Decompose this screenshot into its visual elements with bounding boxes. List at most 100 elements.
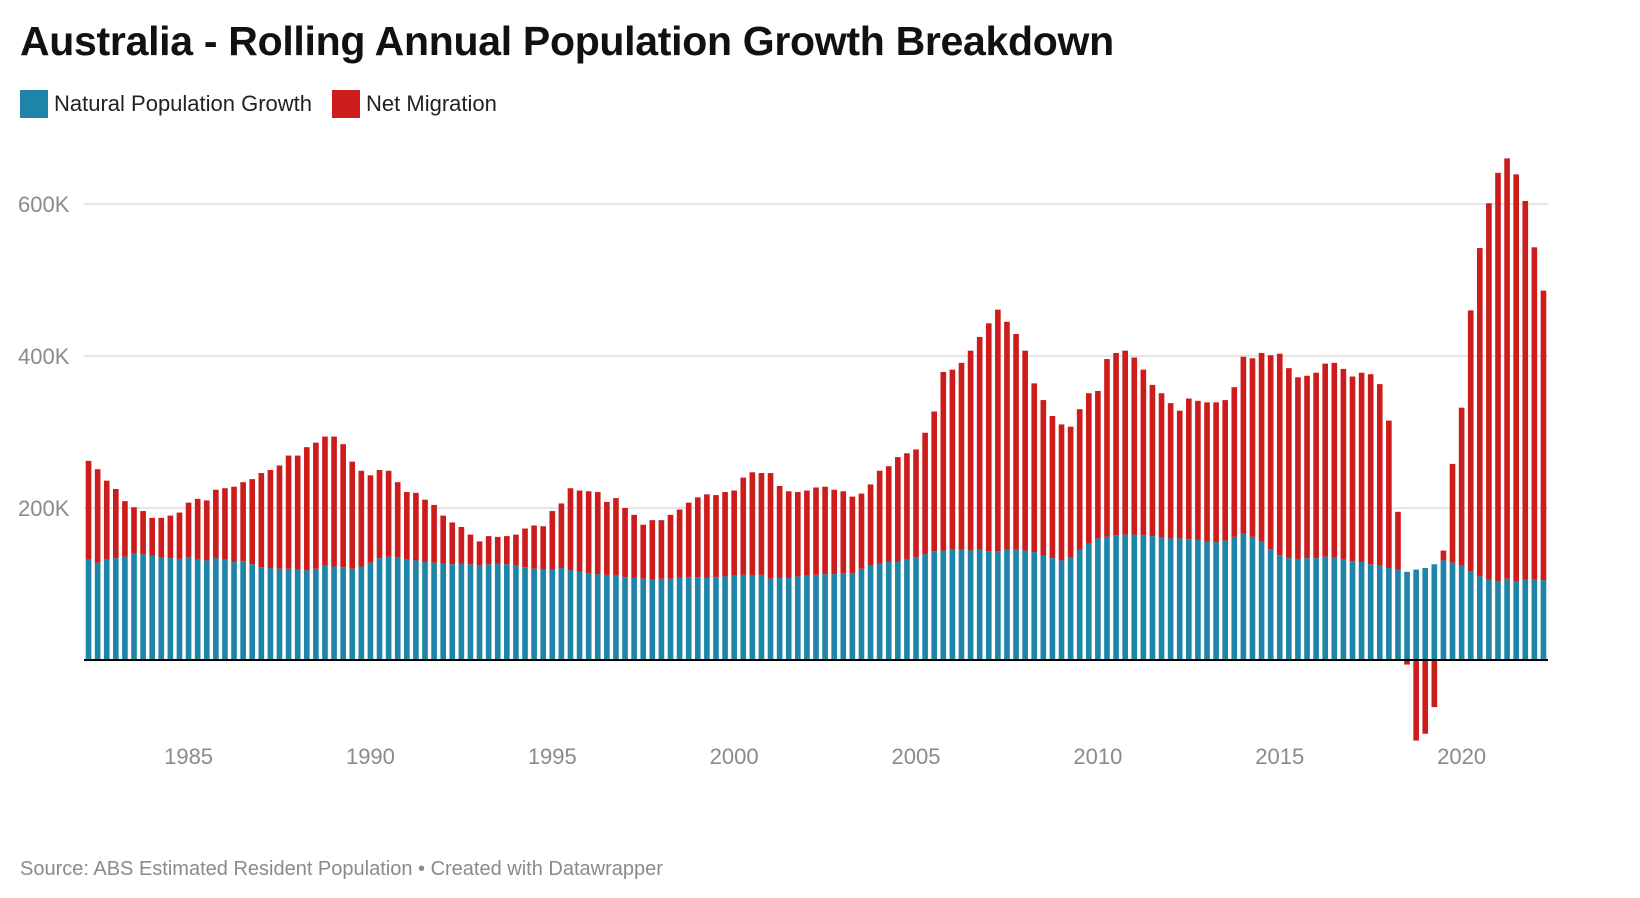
bar-migration <box>1340 368 1347 559</box>
bar-migration <box>1122 350 1128 535</box>
y-tick-label: 400K <box>18 344 70 369</box>
bar-migration <box>1376 384 1383 566</box>
bar-migration <box>322 436 328 566</box>
chart-title: Australia - Rolling Annual Population Gr… <box>20 18 1114 64</box>
bar-natural <box>1095 538 1101 660</box>
bar-migration <box>422 499 428 562</box>
axes: 1985 1990 1995 2000 2005 2010 2015 2020 <box>84 659 1548 769</box>
bar-natural <box>94 562 101 660</box>
bar-migration <box>1449 463 1456 563</box>
bar-migration <box>867 484 874 566</box>
bar-migration <box>976 337 983 550</box>
bar-natural <box>540 569 547 660</box>
bar-migration <box>1276 353 1283 556</box>
bar-natural <box>1031 552 1038 660</box>
bar-natural <box>667 578 674 660</box>
bar-natural <box>749 575 756 660</box>
bar-migration <box>213 489 219 559</box>
bar-natural <box>804 575 810 660</box>
bar-migration <box>1258 352 1265 542</box>
bar-migration <box>1186 398 1192 540</box>
bar-natural <box>1395 569 1401 660</box>
bar-migration <box>1140 369 1147 536</box>
bar-migration <box>694 497 701 578</box>
bar-natural <box>958 549 965 660</box>
bar-migration <box>449 522 456 565</box>
bar-natural <box>1349 561 1356 660</box>
bar-migration <box>1204 402 1210 542</box>
bar-migration <box>1349 376 1356 562</box>
bar-natural <box>640 578 647 660</box>
bar-natural <box>1486 579 1492 660</box>
bar-migration <box>776 485 783 578</box>
legend-item-natural: Natural Population Growth <box>20 90 312 118</box>
bar-natural <box>676 577 683 660</box>
bar-migration <box>794 492 801 577</box>
bar-migration <box>1467 310 1474 572</box>
bar-migration <box>631 514 637 578</box>
bar-migration <box>458 527 465 564</box>
bar-migration <box>985 323 992 552</box>
bar-natural <box>303 570 310 660</box>
bar-natural <box>1076 549 1083 660</box>
bar-natural <box>895 561 901 660</box>
bar-natural <box>1213 542 1219 660</box>
bar-migration <box>1413 660 1419 741</box>
bar-migration <box>167 515 174 559</box>
bar-migration <box>1031 383 1038 553</box>
bar-natural <box>1122 534 1128 660</box>
bar-natural <box>1131 534 1138 660</box>
bar-migration <box>140 511 146 555</box>
bar-migration <box>385 470 392 557</box>
x-tick-label: 2000 <box>710 744 759 769</box>
bar-natural <box>449 564 456 660</box>
bar-migration <box>1149 384 1156 537</box>
bar-natural <box>504 564 510 660</box>
bar-natural <box>1413 569 1419 660</box>
bar-migration <box>1004 321 1010 550</box>
bar-natural <box>1231 536 1238 660</box>
bar-natural <box>1458 565 1465 660</box>
bar-migration <box>431 504 437 563</box>
bar-natural <box>576 571 583 660</box>
bar-natural <box>331 566 337 660</box>
bar-natural <box>1176 538 1183 660</box>
bar-natural <box>85 559 92 660</box>
bar-migration <box>804 490 810 576</box>
bar-natural <box>176 558 183 660</box>
bar-migration <box>1058 424 1065 561</box>
bar-migration <box>313 442 319 569</box>
bar-migration <box>103 480 110 560</box>
bar-natural <box>567 570 574 660</box>
bar-migration <box>1267 355 1274 550</box>
bar-natural <box>1513 581 1519 660</box>
bar-natural <box>776 577 783 660</box>
bar-natural <box>103 559 110 660</box>
bar-migration <box>1495 172 1501 581</box>
bar-natural <box>431 562 437 660</box>
bar-natural <box>1440 560 1447 660</box>
bar-natural <box>367 562 374 660</box>
bar-natural <box>513 565 519 660</box>
bar-migration <box>1504 158 1510 579</box>
bar-migration <box>849 496 856 574</box>
bar-natural <box>931 551 938 660</box>
bar-natural <box>740 574 747 660</box>
bar-natural <box>1504 578 1510 660</box>
bar-migration <box>1540 290 1547 581</box>
bar-migration <box>1176 410 1183 539</box>
bar-migration <box>1040 400 1047 556</box>
bar-migration <box>704 494 710 578</box>
legend-label-natural: Natural Population Growth <box>54 91 313 116</box>
bar-natural <box>1540 580 1547 660</box>
bar-migration <box>858 493 865 569</box>
bar-natural <box>422 561 428 660</box>
bar-migration <box>203 500 210 561</box>
bar-natural <box>476 565 483 660</box>
bar-natural <box>294 569 301 660</box>
bar-natural <box>1376 565 1383 660</box>
bar-migration <box>1167 403 1174 539</box>
bar-natural <box>267 568 274 660</box>
bar-migration <box>494 536 501 564</box>
